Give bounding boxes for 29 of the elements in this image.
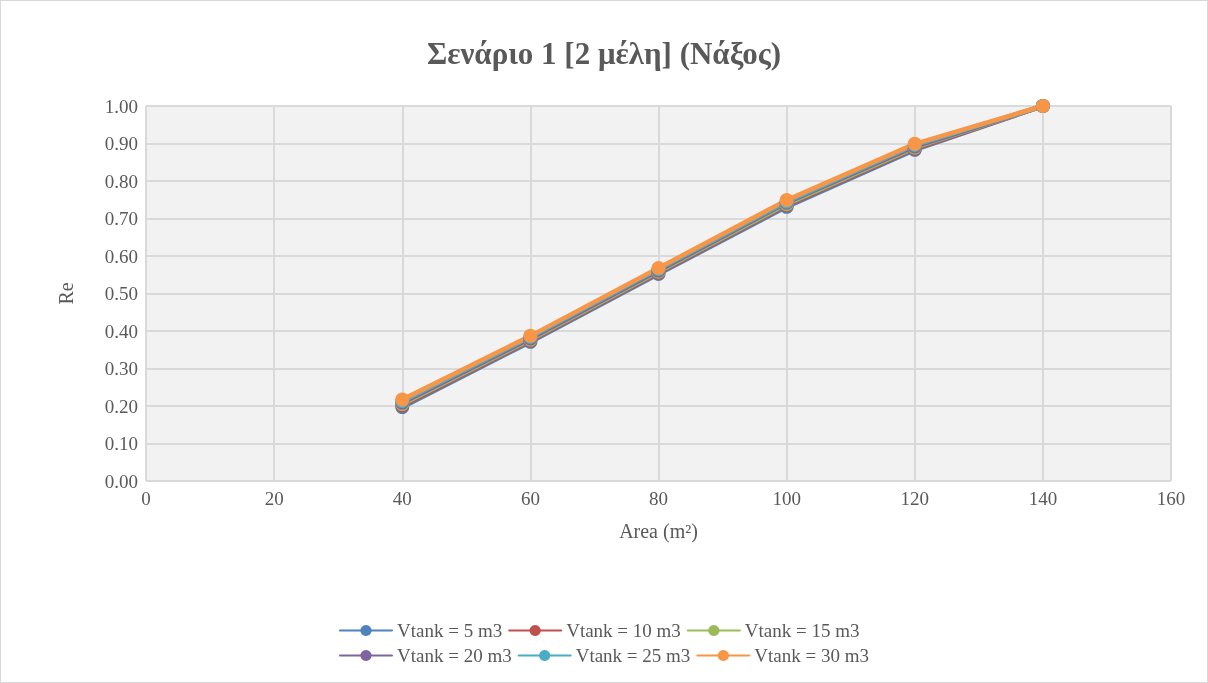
y-tick-label: 0.60: [104, 245, 138, 267]
x-tick-label: 40: [392, 488, 412, 509]
x-tick-label: 100: [772, 488, 801, 509]
y-tick-label: 0.10: [104, 433, 138, 454]
y-tick-label: 0.70: [104, 208, 138, 229]
legend-label: Vtank = 20 m3: [396, 645, 512, 666]
y-tick-label: 0.40: [104, 320, 138, 342]
x-axis-title: Area (m²): [619, 520, 698, 543]
y-tick-label: 1.00: [104, 95, 138, 117]
x-tick-label: 160: [1156, 488, 1186, 509]
legend-label: Vtank = 10 m3: [566, 620, 681, 641]
y-tick-label: 0.80: [104, 170, 138, 192]
x-tick-label: 60: [520, 488, 540, 509]
y-tick-label: 0.30: [104, 358, 138, 379]
x-tick-label: 0: [141, 488, 151, 509]
x-tick-label: 120: [900, 488, 929, 509]
legend-label: Vtank = 30 m3: [754, 645, 870, 666]
x-tick-label: 80: [649, 488, 668, 509]
y-tick-label: 0.00: [104, 470, 138, 492]
legend-label: Vtank = 25 m3: [575, 645, 691, 666]
x-tick-label: 140: [1028, 488, 1058, 509]
y-tick-label: 0.20: [104, 395, 138, 417]
y-axis-title: Re: [55, 282, 77, 305]
legend-label: Vtank = 5 m3: [396, 620, 503, 641]
chart-title: Σενάριο 1 [2 μέλη] (Νάξος): [426, 36, 782, 71]
y-tick-label: 0.90: [104, 133, 138, 154]
x-tick-label: 20: [264, 488, 284, 509]
legend-label: Vtank = 15 m3: [744, 620, 860, 641]
y-tick-label: 0.50: [104, 283, 138, 304]
